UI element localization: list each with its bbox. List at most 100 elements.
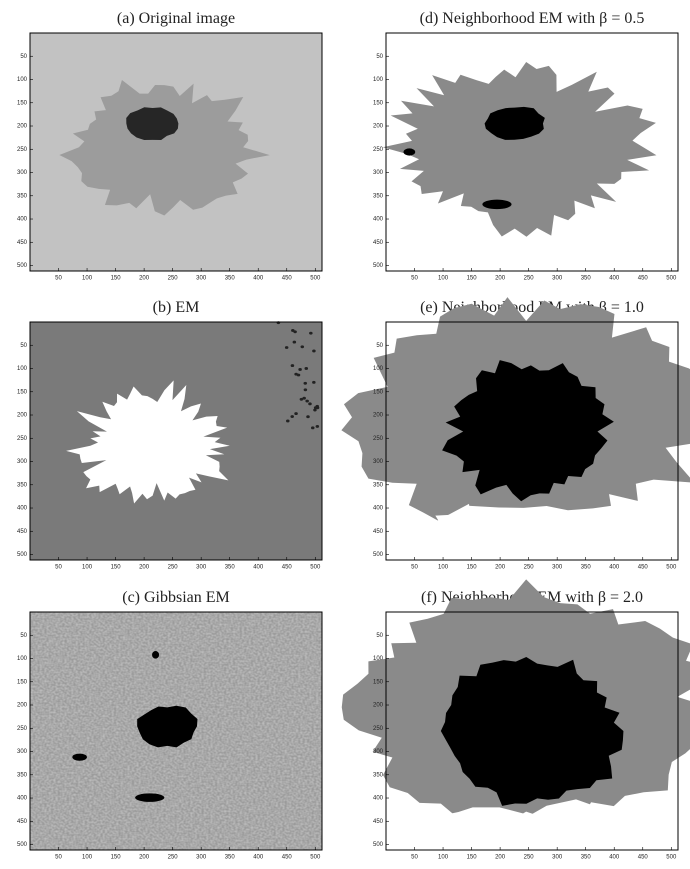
y-tick-label: 350 (17, 772, 28, 778)
y-tick-label: 100 (17, 366, 28, 372)
y-tick-label: 150 (373, 100, 384, 106)
y-tick-label: 300 (373, 749, 384, 755)
y-tick-label: 200 (17, 703, 28, 709)
y-tick-label: 450 (17, 240, 28, 246)
spot (482, 200, 511, 210)
x-tick-label: 450 (282, 565, 293, 571)
panel: (c) Gibbsian EM5010015020025030035040045… (17, 589, 322, 861)
x-tick-label: 450 (638, 565, 649, 571)
x-tick-label: 500 (666, 855, 677, 861)
speck (298, 368, 302, 371)
panel-title: (b) EM (153, 299, 200, 316)
image (342, 579, 690, 864)
y-tick-label: 100 (373, 77, 384, 83)
x-tick-label: 300 (196, 855, 207, 861)
x-tick-label: 450 (638, 855, 649, 861)
x-tick-label: 100 (82, 855, 93, 861)
x-tick-label: 150 (111, 565, 122, 571)
x-tick-label: 150 (111, 855, 122, 861)
y-tick-label: 350 (17, 193, 28, 199)
x-tick-label: 450 (638, 276, 649, 282)
y-tick-label: 450 (373, 819, 384, 825)
figure: (a) Original image5010015020025030035040… (0, 0, 690, 864)
spot (72, 754, 87, 761)
y-tick-label: 400 (17, 796, 28, 802)
speck (304, 382, 308, 385)
x-tick-label: 500 (666, 565, 677, 571)
y-tick-label: 300 (17, 170, 28, 176)
speck (316, 425, 320, 428)
y-tick-label: 150 (17, 389, 28, 395)
y-tick-label: 200 (373, 703, 384, 709)
y-tick-label: 250 (17, 147, 28, 153)
speck (290, 415, 294, 418)
spot (152, 651, 159, 659)
y-tick-label: 500 (17, 552, 28, 558)
y-tick-label: 400 (17, 217, 28, 223)
panel-title: (c) Gibbsian EM (122, 589, 230, 606)
y-tick-label: 150 (17, 679, 28, 685)
speck (305, 400, 309, 403)
spot (135, 793, 164, 802)
panel: (f) Neighborhood EM with β = 2.050100150… (342, 579, 690, 864)
x-tick-label: 450 (282, 855, 293, 861)
x-tick-label: 100 (438, 855, 449, 861)
speck (291, 329, 295, 332)
y-tick-label: 500 (373, 842, 384, 848)
x-tick-label: 300 (196, 565, 207, 571)
y-tick-label: 300 (17, 459, 28, 465)
x-tick-label: 150 (111, 276, 122, 282)
x-tick-label: 400 (253, 565, 264, 571)
x-tick-label: 100 (438, 276, 449, 282)
y-tick-label: 500 (373, 552, 384, 558)
y-tick-label: 150 (17, 100, 28, 106)
image (341, 297, 690, 581)
x-tick-label: 50 (55, 565, 62, 571)
y-tick-label: 50 (376, 633, 383, 639)
y-tick-label: 350 (373, 193, 384, 199)
y-tick-label: 100 (17, 656, 28, 662)
x-tick-label: 200 (139, 276, 150, 282)
speck (309, 332, 313, 335)
y-tick-label: 300 (373, 170, 384, 176)
x-tick-label: 300 (552, 855, 563, 861)
image (383, 33, 678, 271)
x-tick-label: 400 (253, 855, 264, 861)
x-tick-label: 500 (310, 276, 321, 282)
x-tick-label: 400 (609, 565, 620, 571)
x-tick-label: 350 (225, 855, 236, 861)
y-tick-label: 100 (373, 366, 384, 372)
y-tick-label: 400 (373, 217, 384, 223)
x-tick-label: 500 (666, 276, 677, 282)
x-tick-label: 500 (310, 565, 321, 571)
x-tick-label: 450 (282, 276, 293, 282)
x-tick-label: 100 (82, 276, 93, 282)
speck (285, 346, 289, 349)
speck (291, 364, 295, 367)
y-tick-label: 50 (20, 633, 27, 639)
y-tick-label: 100 (17, 77, 28, 83)
x-tick-label: 150 (467, 855, 478, 861)
x-tick-label: 400 (609, 855, 620, 861)
y-tick-label: 300 (373, 459, 384, 465)
x-tick-label: 100 (438, 565, 449, 571)
x-tick-label: 150 (467, 276, 478, 282)
x-tick-label: 350 (581, 565, 592, 571)
y-tick-label: 350 (373, 772, 384, 778)
y-tick-label: 450 (17, 819, 28, 825)
x-tick-label: 400 (609, 276, 620, 282)
y-tick-label: 450 (373, 529, 384, 535)
y-tick-label: 200 (17, 124, 28, 130)
speck (286, 420, 290, 423)
y-tick-label: 250 (373, 147, 384, 153)
speck (313, 409, 317, 412)
x-tick-label: 250 (168, 276, 179, 282)
y-tick-label: 200 (17, 413, 28, 419)
y-tick-label: 150 (373, 389, 384, 395)
image (30, 612, 322, 850)
x-tick-label: 200 (495, 276, 506, 282)
spot (404, 148, 416, 155)
